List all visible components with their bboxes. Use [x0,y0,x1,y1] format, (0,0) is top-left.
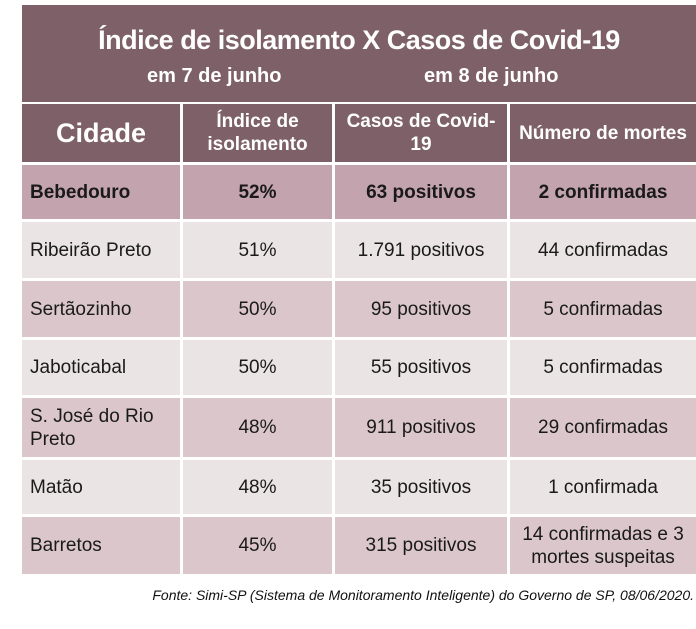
cell-index: 48% [183,460,335,517]
cell-deaths: 14 confirmadas e 3 mortes suspeitas [510,517,696,577]
table-row: S. José do Rio Preto 48% 911 positivos 29 c… [22,398,696,460]
table-title-banner: Índice de isolamento X Casos de Covid-19… [22,5,696,102]
header-index: Índice de isolamento [183,104,335,165]
cell-city: S. José do Rio Preto [22,398,183,460]
cell-deaths: 5 confirmadas [510,340,696,398]
cell-city: Jaboticabal [22,340,183,398]
cell-cases: 315 positivos [335,517,510,577]
cell-cases: 911 positivos [335,398,510,460]
cell-city: Barretos [22,517,183,577]
cell-index: 50% [183,340,335,398]
subtitle-cases-date: em 8 de junho [424,65,559,87]
cell-deaths: 5 confirmadas [510,281,696,340]
cell-index: 51% [183,222,335,281]
source-note: Fonte: Simi-SP (Sistema de Monitoramento… [152,587,694,603]
table-row: Ribeirão Preto 51% 1.791 positivos 44 confi… [22,222,696,281]
header-cases: Casos de Covid-19 [335,104,510,165]
cell-deaths: 29 confirmadas [510,398,696,460]
cell-city: Sertãozinho [22,281,183,340]
table-row: Barretos 45% 315 positivos 14 confirmadas e… [22,517,696,577]
header-deaths: Número de mortes [510,104,696,165]
cell-city: Matão [22,460,183,517]
cell-city: Bebedouro [22,165,183,222]
header-city: Cidade [22,104,183,165]
table-title: Índice de isolamento X Casos de Covid-19 [98,25,620,55]
cell-cases: 1.791 positivos [335,222,510,281]
cell-index: 48% [183,398,335,460]
cell-cases: 55 positivos [335,340,510,398]
subtitle-isolation-date: em 7 de junho [147,65,282,87]
cell-index: 45% [183,517,335,577]
table-row: Matão 48% 35 positivos 1 confirmada [22,460,696,517]
cell-deaths: 2 confirmadas [510,165,696,222]
cell-cases: 95 positivos [335,281,510,340]
cell-deaths: 44 confirmadas [510,222,696,281]
table-row: Jaboticabal 50% 55 positivos 5 confirmadas [22,340,696,398]
cell-index: 52% [183,165,335,222]
cell-deaths: 1 confirmada [510,460,696,517]
table-row: Sertãozinho 50% 95 positivos 5 confirmadas [22,281,696,340]
header-row: Cidade Índice de isolamento Casos de Cov… [22,104,696,165]
table-row: Bebedouro 52% 63 positivos 2 confirmadas [22,165,696,222]
cell-cases: 63 positivos [335,165,510,222]
covid-table: Cidade Índice de isolamento Casos de Cov… [22,104,696,577]
cell-city: Ribeirão Preto [22,222,183,281]
cell-cases: 35 positivos [335,460,510,517]
cell-index: 50% [183,281,335,340]
